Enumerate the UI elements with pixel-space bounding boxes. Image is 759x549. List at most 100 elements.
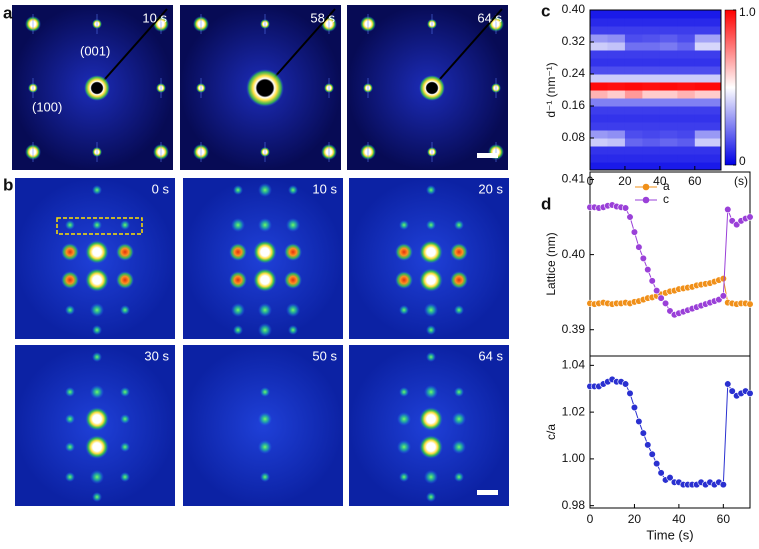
heatmap-cell — [694, 18, 722, 27]
data-point — [653, 459, 661, 468]
heatmap-cell — [659, 58, 678, 67]
spot-label: (100) — [32, 99, 62, 114]
diffraction-spot — [253, 240, 277, 264]
heatmap-cell — [642, 18, 661, 27]
diffraction-spot — [454, 472, 464, 482]
diffraction-spot — [65, 387, 75, 397]
panel-label: b — [3, 175, 13, 194]
x-tick-label: 60 — [717, 512, 731, 526]
heatmap-cell — [590, 138, 608, 147]
heatmap-cell — [624, 138, 643, 147]
heatmap-cell — [642, 130, 661, 139]
heatmap-cell — [590, 10, 608, 19]
heatmap-cell — [659, 74, 678, 83]
diffraction-spot — [426, 352, 436, 362]
y-axis-label: c/a — [544, 424, 558, 440]
diffraction-spot — [426, 220, 436, 230]
y-tick-label: 1.00 — [562, 451, 586, 465]
diffraction-spot — [65, 414, 75, 424]
diffraction-spot — [258, 183, 272, 197]
heatmap-cell — [590, 106, 608, 115]
data-point — [719, 481, 727, 489]
heatmap-cell — [694, 66, 722, 75]
diffraction-spot — [260, 472, 270, 482]
heatmap-cell — [659, 82, 678, 91]
diffraction-spot — [450, 271, 468, 289]
heatmap-cell — [590, 34, 608, 43]
diffraction-spot — [120, 414, 130, 424]
heatmap-cell — [677, 138, 696, 147]
data-point — [724, 205, 732, 214]
diffraction-spot — [65, 472, 75, 482]
heatmap-cell — [677, 18, 696, 27]
diffraction-spot — [229, 243, 247, 261]
diffraction-spot — [258, 218, 272, 232]
heatmap-cell — [677, 90, 696, 99]
diffraction-spot — [426, 492, 436, 502]
heatmap-cell — [694, 10, 722, 19]
diffraction-spot — [426, 325, 436, 335]
heatmap-cell — [694, 114, 722, 123]
data-point — [724, 380, 732, 388]
colorbar — [724, 9, 737, 166]
heatmap-cell — [590, 122, 608, 131]
heatmap-cell — [659, 66, 678, 75]
diffraction-spot — [85, 407, 109, 431]
diffraction-spot — [92, 492, 102, 502]
heatmap-cell — [694, 106, 722, 115]
heatmap-cell — [677, 66, 696, 75]
diffraction-spot — [419, 268, 443, 292]
diffraction-spot — [284, 271, 302, 289]
y-tick-label: 0.24 — [562, 66, 586, 80]
diffraction-spot — [258, 440, 272, 454]
y-tick-label: 1.04 — [562, 358, 586, 372]
time-label: 10 s — [142, 10, 167, 25]
heatmap-cell — [624, 98, 643, 107]
heatmap-cell — [607, 58, 626, 67]
heatmap-cell — [677, 74, 696, 83]
diffraction-spot — [116, 243, 134, 261]
diffraction-spot — [61, 243, 79, 261]
heatmap-cell — [659, 10, 678, 19]
heatmap-cell — [677, 106, 696, 115]
heatmap-cell — [607, 106, 626, 115]
data-point — [657, 294, 665, 302]
diffraction-spot — [454, 220, 464, 230]
diffraction-spot — [120, 442, 130, 452]
diffraction-spot — [120, 305, 130, 315]
heatmap-cell — [694, 90, 722, 99]
heatmap-cell — [590, 162, 608, 171]
heatmap-cell — [624, 10, 643, 19]
heatmap-cell — [677, 122, 696, 131]
heatmap-cell — [642, 98, 661, 107]
heatmap-cell — [659, 26, 678, 35]
diffraction-spot — [231, 303, 245, 317]
heatmap-cell — [694, 98, 722, 107]
heatmap-cell — [590, 66, 608, 75]
diffraction-spot — [116, 271, 134, 289]
heatmap-cell — [659, 42, 678, 51]
heatmap-cell — [624, 26, 643, 35]
diffraction-spot — [92, 185, 102, 195]
diffraction-spot — [92, 325, 102, 335]
heatmap-cell — [624, 58, 643, 67]
data-point — [635, 417, 643, 426]
heatmap-cell — [607, 130, 626, 139]
heatmap-cell — [590, 18, 608, 27]
heatmap-cell — [659, 114, 678, 123]
heatmap-cell — [624, 34, 643, 43]
direct-beam — [246, 69, 284, 107]
heatmap-cell — [694, 122, 722, 131]
diffraction-spot — [85, 435, 109, 459]
heatmap-cell — [607, 42, 626, 51]
heatmap-cell — [624, 90, 643, 99]
heatmap-cell — [694, 34, 722, 43]
diffraction-spot — [399, 220, 409, 230]
diffraction-images: 10 s 58 s 64 s (001) (100) 0 s 10 s 20 s 30 s 50 … — [12, 5, 509, 506]
heatmap-cell — [659, 106, 678, 115]
data-point — [719, 292, 727, 300]
colorbar-tick-label: 1.0 — [739, 5, 756, 19]
heatmap-cell — [677, 58, 696, 67]
heatmap-cell — [590, 82, 608, 91]
highlight-box — [56, 217, 143, 235]
